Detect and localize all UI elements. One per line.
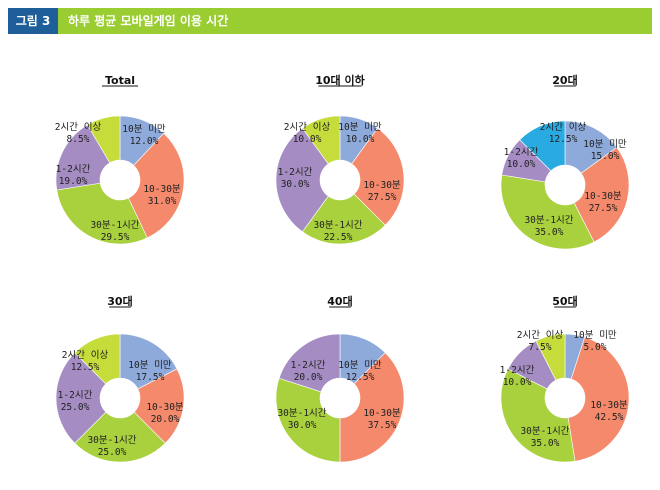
slice-2시간 이상 — [87, 115, 121, 164]
slice-label: 10분 미만 10.0% — [338, 122, 382, 145]
donut-chart-3: 30대 10분 미만 17.5% 10-30분 20.0% 30분-1시간 25.0% 1-2… — [55, 294, 185, 463]
slice-label: 2시간 이상 12.5% — [62, 350, 109, 373]
slice-label: 2시간 이상 7.5% — [517, 330, 564, 353]
slice-label: 1-2시간 20.0% — [291, 360, 326, 383]
slice-30분-1시간 — [56, 182, 148, 245]
slice-label: 10-30분 31.0% — [143, 184, 181, 207]
slice-label: 30분-1시간 35.0% — [520, 426, 569, 449]
slice-label: 1-2시간 25.0% — [58, 390, 93, 413]
slice-label: 30분-1시간 22.5% — [313, 220, 362, 243]
slice-2시간 이상 — [535, 333, 566, 381]
slice-label: 2시간 이상 8.5% — [55, 122, 102, 145]
slice-1-2시간 — [55, 124, 111, 191]
figure-header: 그림 3 하루 평균 모바일게임 이용 시간 — [8, 8, 652, 34]
slice-10-30분 — [339, 352, 405, 463]
slice-label: 2시간 이상 10.0% — [284, 122, 331, 145]
chart-title: 10대 이하 — [315, 73, 365, 87]
slice-30분-1시간 — [74, 411, 166, 463]
slice-10-30분 — [128, 132, 185, 239]
slice-30분-1시간 — [500, 368, 576, 463]
slice-30분-1시간 — [301, 193, 386, 245]
slice-label: 1-2시간 19.0% — [56, 164, 91, 187]
donut-chart-2: 20대 10분 미만 15.0% 10-30분 27.5% 30분-1시간 35.0% 1-2… — [500, 73, 630, 250]
slice-2시간 이상 — [519, 120, 566, 172]
donut-chart-5: 50대 10분 미만 5.0% 10-30분 42.5% 30분-1시간 35.0% 1-2시… — [500, 294, 630, 463]
figure-title: 하루 평균 모바일게임 이용 시간 — [58, 8, 652, 34]
donut-chart-0: Total 10분 미만 12.0% 10-30분 31.0%30분-1시간 29.5% 1… — [55, 74, 185, 245]
slice-label: 10분 미만 12.5% — [338, 360, 382, 383]
slice-label: 10분 미만 5.0% — [573, 330, 617, 353]
slice-label: 10-30분 27.5% — [363, 180, 401, 203]
slice-label: 1-2시간 30.0% — [278, 167, 313, 190]
slice-30분-1시간 — [275, 377, 341, 463]
slice-label: 10-30분 42.5% — [590, 400, 628, 423]
figure-label: 그림 3 — [8, 8, 58, 34]
chart-title: 50대 — [552, 294, 577, 308]
chart-title: 30대 — [107, 294, 132, 308]
slice-label: 30분-1시간 25.0% — [87, 435, 136, 458]
chart-title: 20대 — [552, 73, 577, 87]
chart-title: 40대 — [327, 294, 352, 308]
slice-2시간 이상 — [301, 115, 341, 165]
slice-10-30분 — [133, 368, 185, 444]
slice-label: 10-30분 27.5% — [584, 191, 622, 214]
slice-label: 1-2시간 10.0% — [504, 147, 539, 170]
slice-1-2시간 — [55, 352, 107, 444]
slice-label: 10-30분 20.0% — [146, 402, 184, 425]
slice-10분 미만 — [119, 333, 178, 390]
slice-label: 30분-1시간 30.0% — [277, 408, 326, 431]
slice-2시간 이상 — [74, 333, 121, 385]
slice-10-30분 — [351, 127, 405, 226]
slice-10-30분 — [567, 336, 630, 462]
slice-label: 10분 미만 17.5% — [128, 360, 172, 383]
slice-label: 10분 미만 15.0% — [583, 139, 627, 162]
slice-label: 2시간 이상 12.5% — [540, 122, 587, 145]
slice-label: 10분 미만 12.0% — [122, 124, 166, 147]
slice-30분-1시간 — [500, 174, 595, 250]
slice-label: 30분-1시간 29.5% — [90, 220, 139, 243]
chart-title: Total — [105, 74, 135, 87]
donut-chart-4: 40대 10분 미만 12.5% 10-30분 37.5% 30분-1시간 30.0% 1-2… — [275, 294, 405, 463]
donut-chart-1: 10대 이하 10분 미만 10.0% 10-30분 27.5%30분-1시간 22.5%… — [275, 73, 405, 245]
slice-label: 1-2시간 10.0% — [500, 365, 535, 388]
slice-1-2시간 — [278, 333, 341, 393]
slice-1-2시간 — [275, 127, 329, 233]
slice-label: 30분-1시간 35.0% — [524, 215, 573, 238]
slice-label: 10-30분 37.5% — [363, 408, 401, 431]
slice-10-30분 — [573, 146, 630, 243]
